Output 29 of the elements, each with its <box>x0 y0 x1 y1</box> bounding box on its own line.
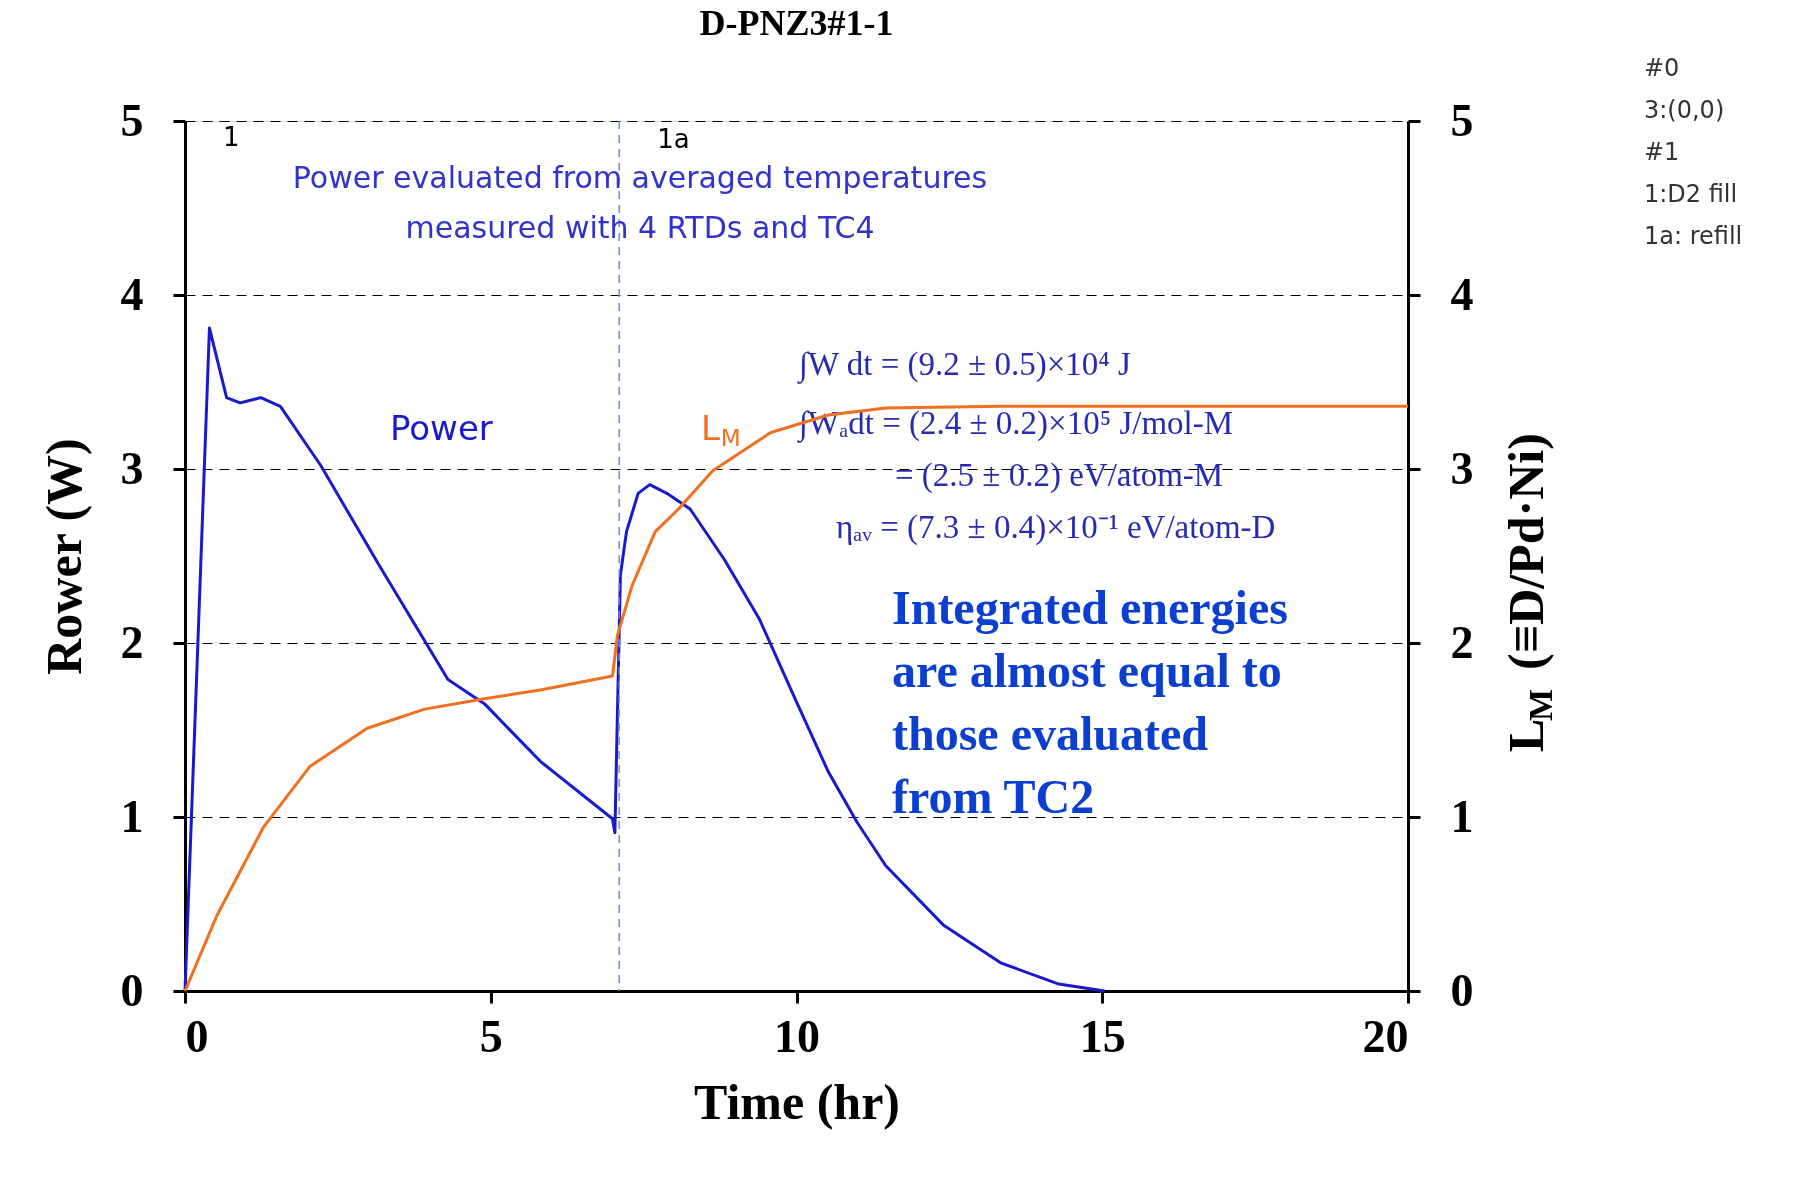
y-tick-label: 1 <box>120 790 144 842</box>
ref-line-label: 1a <box>657 124 690 154</box>
y2-tick-label: 1 <box>1450 790 1474 842</box>
y2-tick-label: 0 <box>1450 964 1474 1016</box>
y-tick-label: 4 <box>120 268 144 320</box>
x-tick-label: 10 <box>774 1010 820 1062</box>
annotation: Power evaluated from averaged temperatures measured with 4 RTDs and TC4 <box>292 159 988 245</box>
y-tick-label: 2 <box>120 616 144 668</box>
y-axis-title: Rower (W) <box>35 438 92 675</box>
x-tick-label: 5 <box>479 1010 503 1062</box>
y-tick-label: 5 <box>120 94 144 146</box>
y2-tick-label: 3 <box>1450 442 1474 494</box>
x-tick-label: 20 <box>1362 1010 1409 1062</box>
chart-title: D-PNZ3#1-1 <box>699 2 894 43</box>
y2-axis-title: LM (≡D/Pd·Ni) <box>1498 433 1559 753</box>
annotation: ∫W dt = (9.2 ± 0.5)×10⁴ J <box>797 346 1132 385</box>
annotation: ηₐᵥ = (7.3 ± 0.4)×10⁻¹ eV/atom-D <box>836 509 1276 547</box>
text: Power <box>390 407 493 448</box>
x-tick-label: 15 <box>1079 1010 1126 1062</box>
y2-tick-label: 4 <box>1450 268 1474 320</box>
text: #0 3:(0,0) #1 1:D2 fill 1a: refill <box>1644 53 1743 250</box>
y-tick-label: 0 <box>120 964 144 1016</box>
y-tick-label: 3 <box>120 442 144 494</box>
annotation: Integrated energies are almost equal to those evaluated from TC2 <box>892 581 1288 824</box>
y2-tick-label: 2 <box>1450 616 1474 668</box>
x-tick-label: 0 <box>185 1010 209 1062</box>
y2-tick-label: 5 <box>1450 94 1474 146</box>
x-axis-title: Time (hr) <box>694 1073 900 1130</box>
annotation: 1 <box>223 122 240 153</box>
